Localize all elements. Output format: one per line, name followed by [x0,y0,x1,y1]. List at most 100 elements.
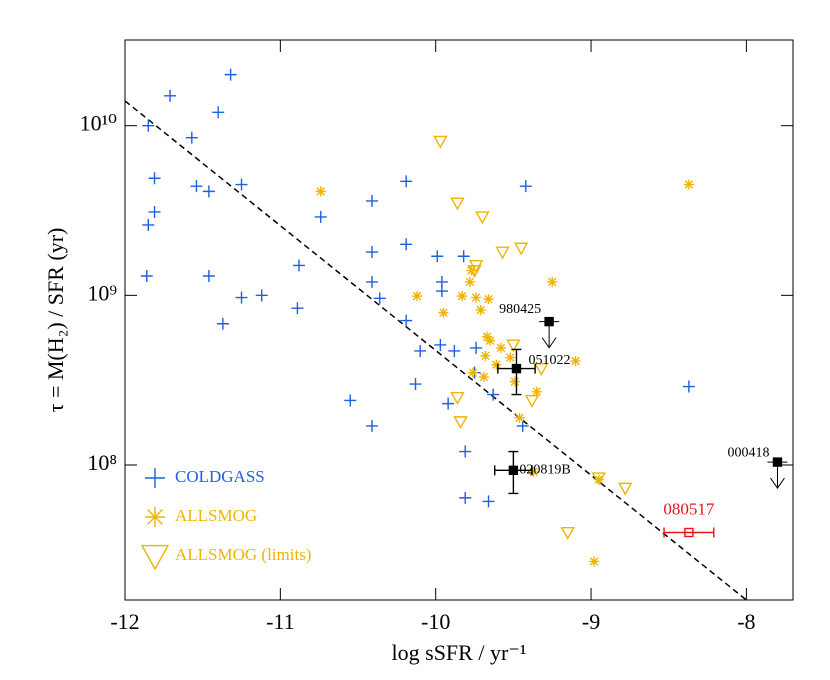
point [682,380,695,393]
point [400,175,413,188]
point [314,210,327,223]
x-tick-label: -12 [110,609,139,634]
point [471,292,482,303]
point [457,250,470,263]
point [506,339,521,353]
point [373,292,386,305]
x-tick-label: -11 [266,609,295,634]
point [482,495,495,508]
point [528,466,539,477]
grb-point [772,457,783,467]
point [438,307,449,318]
grb-label: 020819B [519,463,570,478]
point [366,275,379,288]
point [487,388,500,401]
point [442,397,455,410]
legend-marker [145,468,165,488]
x-tick-label: -10 [421,609,450,634]
point [235,178,248,191]
point [485,335,496,346]
point [459,445,472,458]
point [291,302,304,315]
point [453,416,468,430]
point [448,344,461,357]
point [464,276,475,287]
point [591,472,607,486]
point [202,185,215,198]
grb-label: 980425 [499,302,541,317]
point [467,367,478,378]
point [414,344,427,357]
fit-line [124,100,747,601]
point [148,205,161,218]
point [524,394,540,408]
point [148,172,161,185]
point [292,259,305,272]
point [212,106,225,119]
x-tick-label: -9 [582,609,600,634]
point [400,314,413,327]
point [683,179,694,190]
grb-point [684,527,694,538]
grb-label: 051022 [528,353,570,368]
point [467,265,482,278]
point [491,359,502,370]
point [366,419,379,432]
point [475,304,486,315]
point [513,242,529,256]
legend-label: COLDGASS [175,467,265,486]
point [547,276,558,287]
point [366,246,379,259]
point [457,291,468,302]
point [400,238,413,251]
point [593,474,604,485]
point [618,482,633,496]
grb-label: 080517 [663,499,715,518]
point [589,556,600,567]
y-tick-label: 10⁹ [87,280,117,305]
point [509,376,520,387]
point [534,363,549,377]
x-axis-label: log sSFR / yr⁻¹ [392,640,527,665]
y-axis-label: τ = M(H₂) / SFR (yr) [43,228,68,413]
point [495,246,510,260]
point [531,386,542,397]
point [164,89,177,102]
legend-label: ALLSMOG [175,506,257,525]
plot-frame [124,39,794,601]
point [255,289,268,302]
point [480,350,491,361]
point [366,194,379,207]
point [570,356,581,367]
y-tick-label: 10¹⁰ [80,111,118,136]
x-error-bar [663,527,715,538]
point [202,270,215,283]
point [483,294,494,305]
point [459,491,472,504]
point [224,68,237,81]
point [190,180,203,193]
point [434,338,447,351]
point [185,131,198,144]
point [475,211,490,225]
point [409,378,422,391]
point [140,270,153,283]
point [412,291,423,302]
legend-marker [145,507,165,527]
point [478,372,489,383]
x-tick-label: -8 [737,609,755,634]
grb-point [511,363,522,374]
point [344,394,357,407]
point [142,119,155,132]
point [519,180,532,193]
point [433,135,448,149]
point [514,412,525,423]
point [216,317,229,330]
point [235,291,248,304]
point [470,341,483,354]
grb-label: 000418 [727,445,769,460]
point [560,526,575,540]
grb-point [508,465,519,476]
grb-point [544,316,554,327]
